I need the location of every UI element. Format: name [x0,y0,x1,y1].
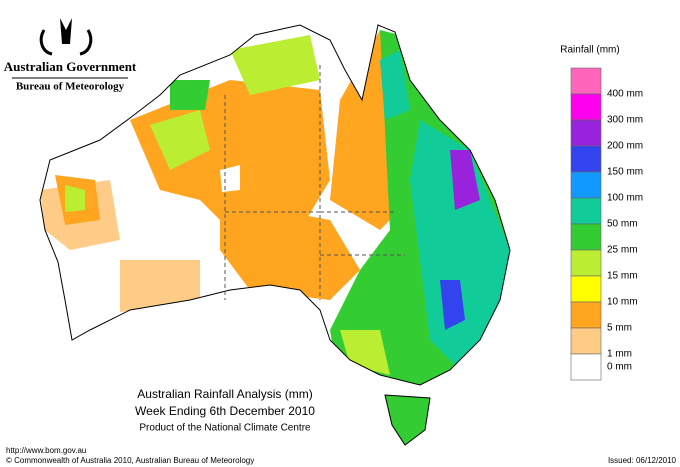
legend-label: 100 mm [607,193,643,204]
tasmania [384,394,431,446]
legend-label: 10 mm [607,297,638,308]
legend-swatch [570,301,602,329]
legend-label: 150 mm [607,167,643,178]
legend-label: 300 mm [607,115,643,126]
legend-label: 50 mm [607,219,638,230]
url: http://www.bom.gov.au [6,446,86,455]
legend-swatch [570,171,602,199]
legend-swatch [570,119,602,147]
legend-label: 15 mm [607,271,638,282]
legend-label: 5 mm [607,323,632,334]
government: Australian Government [4,59,137,74]
legend-swatch [570,327,602,355]
state-borders [224,65,405,300]
bureau: Bureau of Meteorology [16,81,125,93]
legend: 400 mm 300 mm 200 mm 150 mm 100 mm 50 mm 25 mm… [570,67,643,381]
map-product: Product of the National Climate Centre [139,423,311,434]
legend-swatch [570,67,602,95]
legend-swatch [570,93,602,121]
legend-swatch [570,275,602,303]
map-title: Australian Rainfall Analysis (mm) [137,387,312,401]
copyright: © Commonwealth of Australia 2010, Austra… [6,456,254,465]
legend-label: 400 mm [607,89,643,100]
coastline [39,24,511,386]
map-subtitle: Week Ending 6th December 2010 [135,404,315,418]
legend-swatch [570,145,602,173]
legend-label: 25 mm [607,245,638,256]
legend-swatch [570,249,602,277]
legend-title: Rainfall (mm) [560,45,619,56]
legend-label: 1 mm [607,349,632,360]
issued: Issued: 06/12/2010 [608,456,677,465]
legend-swatch [570,223,602,251]
logo [39,18,93,56]
legend-swatch [570,353,602,381]
legend-swatch [570,197,602,225]
legend-label: 0 mm [607,362,632,373]
legend-label: 200 mm [607,141,643,152]
